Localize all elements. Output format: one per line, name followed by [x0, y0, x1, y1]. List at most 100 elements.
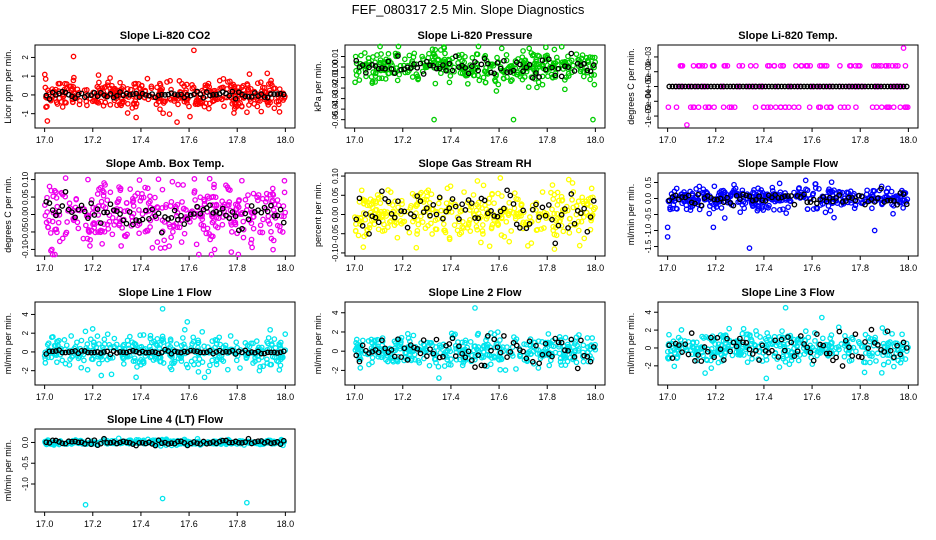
reference-point	[107, 91, 114, 97]
data-point	[869, 353, 875, 359]
data-point	[721, 190, 727, 196]
data-point	[525, 350, 531, 356]
data-point	[819, 335, 826, 342]
data-point	[95, 203, 102, 209]
data-point	[720, 104, 727, 111]
data-point	[763, 204, 770, 210]
data-point	[269, 191, 276, 197]
data-point	[459, 51, 465, 58]
data-point	[167, 336, 174, 343]
data-point	[776, 180, 783, 187]
reference-point	[529, 206, 536, 213]
reference-point	[488, 69, 494, 76]
reference-point	[868, 83, 875, 90]
data-point	[240, 82, 246, 89]
reference-point	[791, 83, 798, 90]
data-point	[133, 88, 140, 94]
data-point	[101, 221, 107, 227]
data-point	[143, 227, 150, 234]
reference-point	[78, 202, 85, 209]
data-point	[522, 57, 529, 64]
reference-point	[737, 196, 743, 203]
reference-point	[858, 354, 865, 361]
data-point	[69, 99, 76, 105]
data-point	[438, 207, 445, 214]
y-axis-label: kPa per min.	[313, 61, 323, 112]
data-point	[223, 182, 229, 189]
data-point	[399, 201, 405, 207]
reference-point	[427, 212, 433, 219]
reference-point	[833, 195, 839, 201]
reference-point	[213, 91, 220, 98]
reference-point	[65, 206, 72, 213]
reference-point	[727, 83, 734, 90]
data-point	[61, 337, 68, 343]
data-point	[837, 62, 843, 69]
data-point	[370, 69, 377, 75]
data-point	[62, 231, 69, 237]
data-point	[441, 56, 448, 63]
panel-title: Slope Li-820 CO2	[120, 30, 210, 42]
data-point	[456, 218, 462, 225]
data-point	[495, 221, 502, 228]
reference-point	[207, 202, 213, 209]
reference-point	[568, 191, 575, 197]
outlier-point	[551, 246, 558, 252]
reference-point	[749, 197, 756, 204]
data-point	[268, 228, 274, 235]
x-tick-label: 17.8	[228, 135, 246, 145]
x-tick-label: 18.0	[900, 135, 918, 145]
data-point	[570, 351, 577, 357]
data-point	[729, 352, 736, 359]
data-point	[853, 348, 859, 355]
data-point	[900, 205, 906, 211]
reference-point	[472, 59, 478, 65]
reference-point	[533, 201, 539, 208]
data-point	[720, 332, 726, 339]
data-point	[739, 62, 746, 69]
reference-point	[903, 201, 910, 208]
data-point	[64, 219, 70, 225]
data-point	[66, 200, 73, 207]
data-point	[386, 70, 392, 77]
reference-point	[688, 83, 695, 90]
panel-title: Slope Line 1 Flow	[119, 287, 212, 299]
data-point	[897, 104, 904, 111]
reference-point	[523, 355, 530, 362]
reference-point	[679, 349, 685, 355]
reference-point	[533, 70, 539, 76]
reference-point	[894, 342, 900, 349]
data-point	[526, 45, 533, 52]
data-point	[780, 62, 787, 69]
data-point	[565, 53, 571, 60]
data-point	[248, 340, 254, 347]
reference-point	[152, 442, 159, 449]
reference-point	[375, 349, 382, 356]
data-point	[494, 54, 500, 61]
reference-point	[75, 439, 82, 446]
data-point	[78, 337, 85, 344]
reference-point	[424, 205, 430, 211]
data-point	[50, 193, 57, 200]
x-tick-label: 17.6	[180, 263, 198, 273]
y-tick-label: 0.0	[21, 436, 30, 448]
data-point	[282, 331, 289, 337]
reference-point	[385, 58, 392, 65]
data-point	[56, 80, 63, 87]
data-point	[104, 197, 111, 204]
reference-point	[814, 83, 820, 90]
reference-point	[781, 83, 788, 90]
x-tick-label: 17.0	[659, 392, 677, 402]
reference-point	[539, 57, 546, 64]
reference-point	[174, 438, 181, 445]
data-point	[804, 206, 811, 212]
data-point	[508, 63, 515, 69]
reference-point	[775, 354, 782, 360]
data-point	[355, 232, 362, 239]
data-point	[76, 97, 83, 104]
data-point	[90, 356, 96, 363]
reference-point	[542, 212, 549, 219]
data-point	[114, 199, 121, 206]
data-point	[890, 104, 897, 111]
data-point	[581, 235, 588, 242]
